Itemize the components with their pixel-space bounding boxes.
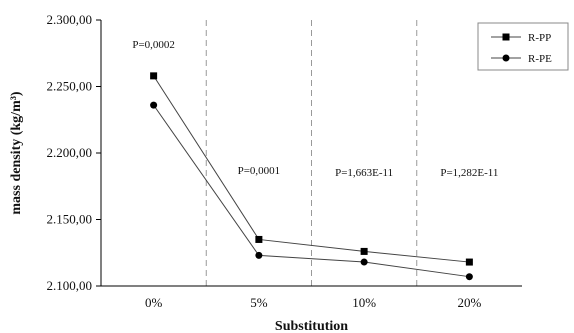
category-separators: [205, 20, 418, 286]
series-line-r-pp: [153, 75, 470, 263]
data-point-r-pe: [150, 101, 158, 109]
legend-label: R-PP: [528, 32, 551, 44]
data-point-r-pe: [465, 273, 473, 281]
legend-marker-square: [502, 33, 510, 41]
data-point-r-pp: [255, 235, 263, 243]
data-point-r-pp: [360, 247, 368, 255]
y-tick-label: 2.150,00: [47, 212, 93, 227]
y-tick-label: 2.100,00: [47, 278, 93, 293]
y-axis-title: mass density (kg/m³): [9, 91, 24, 215]
y-tick-label: 2.250,00: [47, 79, 93, 94]
p-value-annotation: P=0,0002: [132, 39, 175, 51]
x-axis-ticks: 0% 5% 10% 20%: [145, 295, 482, 310]
series-line-r-pe: [153, 104, 470, 278]
x-tick-label: 10%: [352, 295, 376, 310]
data-point-r-pe: [255, 251, 263, 259]
data-point-r-pp: [465, 258, 473, 266]
x-axis-title: Substitution: [275, 319, 348, 333]
data-point-r-pe: [360, 258, 368, 266]
series-group: [150, 72, 473, 281]
x-tick-label: 20%: [457, 295, 481, 310]
p-value-annotation: P=0,0001: [238, 165, 281, 177]
legend-marker-circle: [502, 54, 510, 62]
x-tick-label: 0%: [145, 295, 163, 310]
legend: R-PP R-PE: [477, 22, 569, 71]
annotations: P=0,0002 P=0,0001 P=1,663E-11 P=1,282E-11: [132, 39, 498, 179]
p-value-annotation: P=1,282E-11: [440, 167, 498, 179]
y-tick-label: 2.300,00: [47, 12, 93, 27]
axes: [100, 20, 522, 287]
x-tick-label: 5%: [250, 295, 268, 310]
p-value-annotation: P=1,663E-11: [335, 167, 393, 179]
data-point-r-pp: [150, 72, 158, 80]
legend-box: [477, 22, 569, 71]
legend-label: R-PE: [528, 53, 552, 65]
y-tick-label: 2.200,00: [47, 145, 93, 160]
y-axis-ticks: 2.100,00 2.150,00 2.200,00 2.250,00 2.300,00: [47, 12, 101, 293]
